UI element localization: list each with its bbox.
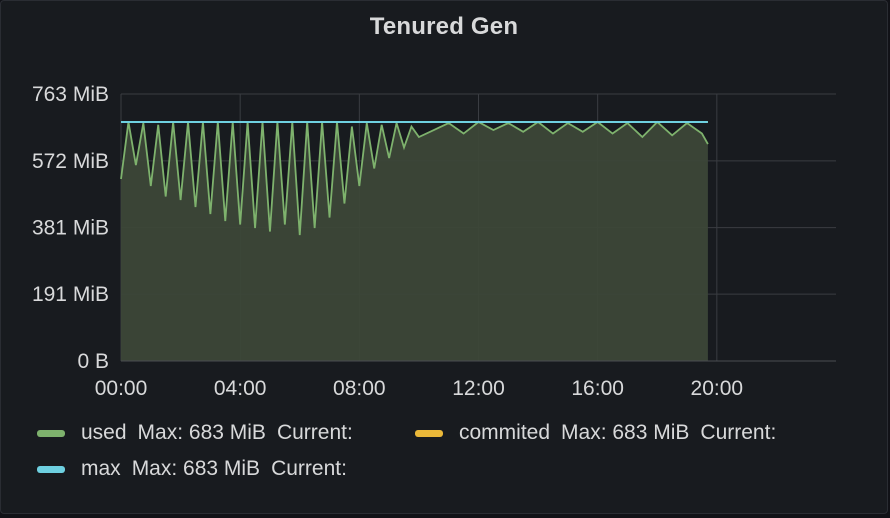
legend-max: Max: 683 MiB xyxy=(131,457,261,480)
y-tick-label: 0 B xyxy=(77,350,109,373)
x-tick-label: 04:00 xyxy=(214,377,267,400)
y-tick-label: 191 MiB xyxy=(32,283,109,306)
legend-series-name: commited xyxy=(459,421,551,444)
y-tick-label: 763 MiB xyxy=(32,83,109,106)
y-tick-label: 572 MiB xyxy=(32,150,109,173)
x-tick-label: 12:00 xyxy=(452,377,505,400)
legend-item-commited[interactable]: commited Max: 683 MiB Current: xyxy=(415,421,787,445)
y-tick-label: 381 MiB xyxy=(32,217,109,240)
x-tick-label: 20:00 xyxy=(691,377,744,400)
panel-title: Tenured Gen xyxy=(369,13,519,40)
x-tick-label: 00:00 xyxy=(95,377,148,400)
legend-series-name: max xyxy=(81,457,121,480)
chart-svg[interactable]: 0 B 191 MiB 381 MiB 572 MiB 763 MiB 00:00 04:0… xyxy=(1,1,889,421)
x-tick-label: 16:00 xyxy=(571,377,624,400)
legend-item-max[interactable]: max Max: 683 MiB Current: xyxy=(37,457,358,481)
legend-swatch-max xyxy=(37,465,65,473)
legend-row-2: max Max: 683 MiB Current: xyxy=(37,457,877,493)
used-area xyxy=(121,121,708,362)
legend-swatch-used xyxy=(37,429,65,437)
legend-row-1: used Max: 683 MiB Current: commited Max:… xyxy=(37,421,877,457)
used-line xyxy=(120,120,709,236)
legend-swatch-commited xyxy=(415,429,443,437)
legend-series-name: used xyxy=(81,421,127,444)
legend-max: Max: 683 MiB xyxy=(137,421,266,444)
legend-current: Current: xyxy=(700,421,777,444)
x-tick-label: 08:00 xyxy=(333,377,386,400)
legend-item-used[interactable]: used Max: 683 MiB Current: xyxy=(37,421,364,445)
legend: used Max: 683 MiB Current: commited Max:… xyxy=(37,421,877,493)
legend-max: Max: 683 MiB xyxy=(561,421,690,444)
legend-current: Current: xyxy=(276,421,353,444)
legend-current: Current: xyxy=(271,457,347,480)
